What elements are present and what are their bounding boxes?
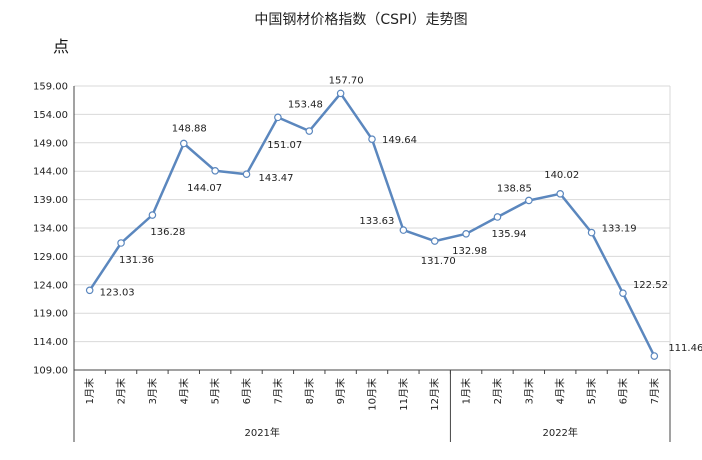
x-tick-label: 7月末 <box>271 378 284 404</box>
x-tick-label: 4月末 <box>177 378 190 404</box>
y-tick-label: 159.00 <box>33 82 68 93</box>
x-tick-label: 3月末 <box>522 378 535 404</box>
x-tick-label: 9月末 <box>334 378 347 404</box>
data-label: 135.94 <box>491 229 526 240</box>
data-label: 153.48 <box>288 99 323 110</box>
data-point <box>179 139 188 148</box>
data-point <box>211 167 219 175</box>
x-tick-label: 4月末 <box>554 378 567 404</box>
y-tick-label: 129.00 <box>33 252 68 263</box>
series-layer <box>85 89 659 360</box>
data-point <box>305 127 314 135</box>
data-point <box>587 228 596 237</box>
x-tick-label: 6月末 <box>616 378 629 404</box>
data-label: 133.63 <box>359 216 394 227</box>
x-tick-label: 8月末 <box>303 378 316 404</box>
data-label: 133.19 <box>602 224 637 235</box>
data-point <box>619 289 627 298</box>
data-point <box>525 196 533 205</box>
x-group-label: 2021年 <box>244 426 279 439</box>
data-point <box>493 213 502 221</box>
data-point <box>336 89 345 98</box>
x-tick-label: 1月末 <box>460 378 473 404</box>
data-label: 111.46 <box>668 343 702 354</box>
chart-title: 中国钢材价格指数（CSPI）走势图 <box>254 12 467 28</box>
y-axis-unit: 点 <box>53 37 69 56</box>
data-label: 131.36 <box>119 255 154 266</box>
x-tick-label: 1月末 <box>83 378 96 404</box>
data-label: 136.28 <box>150 227 185 238</box>
data-label: 138.85 <box>497 183 532 194</box>
x-tick-label: 11月末 <box>397 378 410 411</box>
x-tick-label: 12月末 <box>428 378 441 411</box>
data-label: 123.03 <box>100 287 135 298</box>
x-tick-label: 3月末 <box>146 378 159 404</box>
y-tick-label: 119.00 <box>33 309 68 320</box>
y-tick-label: 109.00 <box>33 366 68 377</box>
data-point <box>650 352 659 360</box>
y-tick-labels: 159.00 154.00 149.00 144.00 139.00 134.00 129.… <box>33 82 68 377</box>
data-point <box>368 135 376 143</box>
x-tick-label: 5月末 <box>585 378 598 404</box>
data-labels: 123.03 131.36 136.28 148.88 144.07 143.47 153.… <box>100 75 702 354</box>
data-label: 151.07 <box>267 140 302 151</box>
data-point <box>117 239 125 247</box>
x-tick-labels: 1月末 2月末 3月末 4月末 5月末 6月末 7月末 8月末 9月末 10月末 11月末 12月末 1… <box>83 378 661 411</box>
data-label: 144.07 <box>187 183 222 194</box>
x-tick-label: 5月末 <box>209 378 222 404</box>
data-label: 143.47 <box>259 173 294 184</box>
data-point <box>556 190 565 198</box>
data-label: 140.02 <box>544 170 579 181</box>
data-point <box>148 211 157 219</box>
data-label: 122.52 <box>633 280 668 291</box>
y-tick-label: 149.00 <box>33 138 68 149</box>
x-tick-label: 7月末 <box>648 378 661 404</box>
y-tick-label: 144.00 <box>33 167 68 178</box>
data-point <box>399 226 408 234</box>
y-tick-label: 114.00 <box>33 337 68 348</box>
x-tick-label: 6月末 <box>240 378 253 404</box>
data-point <box>242 170 251 179</box>
y-tick-label: 134.00 <box>33 224 68 235</box>
x-tick-label: 10月末 <box>366 378 379 411</box>
axes <box>73 86 671 442</box>
data-label: 132.98 <box>452 246 487 257</box>
x-tick-label: 2月末 <box>115 378 128 404</box>
data-point <box>274 113 282 122</box>
data-point <box>462 229 470 238</box>
data-label: 157.70 <box>329 75 364 86</box>
x-group-labels: 2021年 2022年 <box>244 426 577 439</box>
x-tick-label: 2月末 <box>491 378 504 404</box>
data-point <box>85 286 94 295</box>
y-tick-label: 139.00 <box>33 195 68 206</box>
data-label: 149.64 <box>382 135 417 146</box>
data-label: 148.88 <box>172 123 207 134</box>
gridlines <box>74 85 671 370</box>
data-point <box>430 237 439 245</box>
y-tick-label: 124.00 <box>33 280 68 291</box>
y-tick-label: 154.00 <box>33 110 68 121</box>
x-group-label: 2022年 <box>542 426 577 439</box>
data-label: 131.70 <box>421 256 456 267</box>
